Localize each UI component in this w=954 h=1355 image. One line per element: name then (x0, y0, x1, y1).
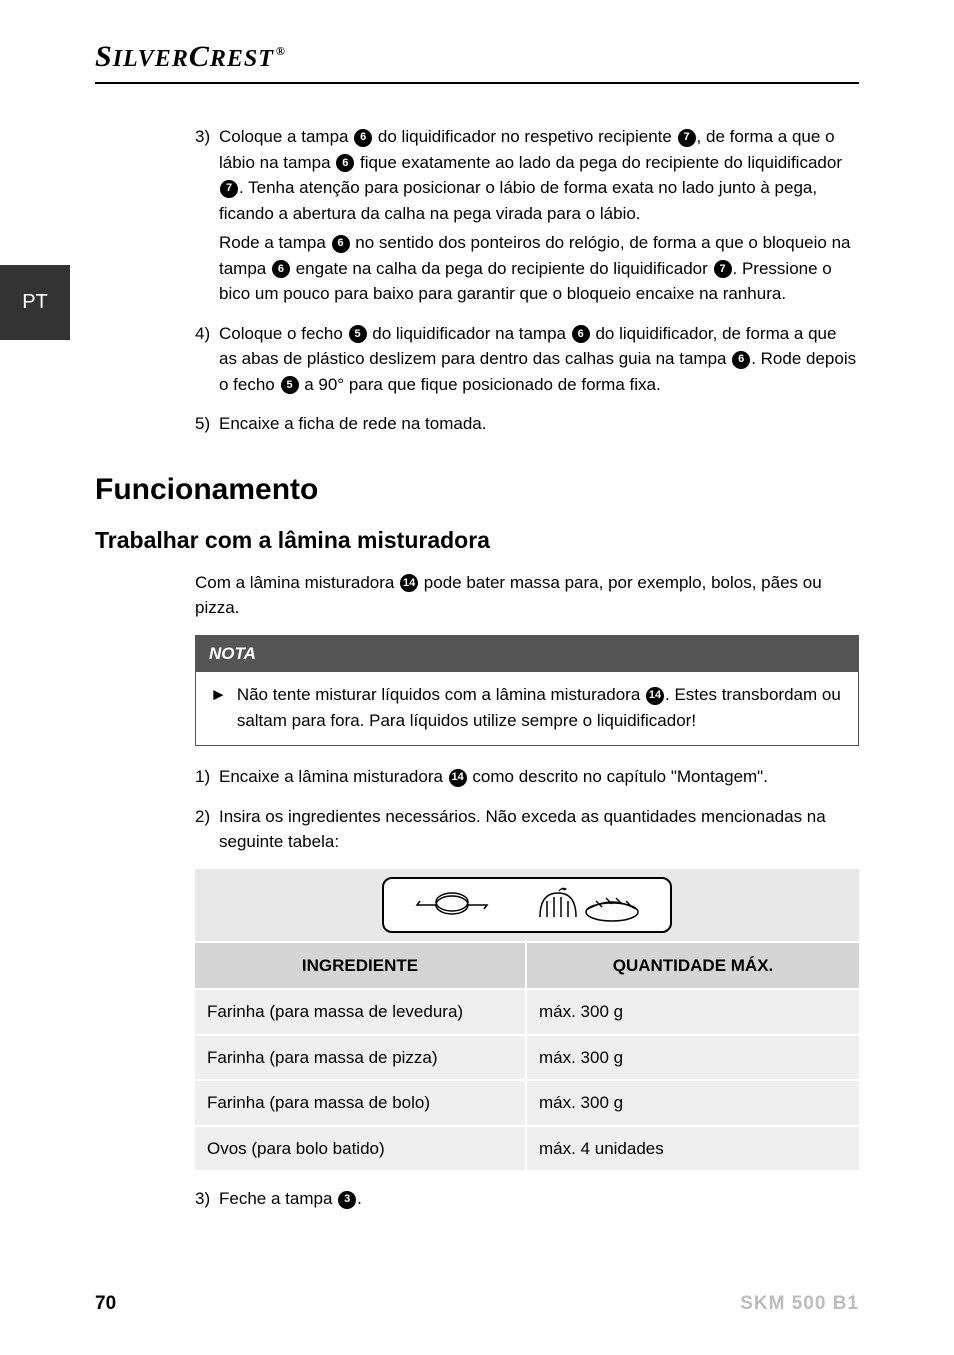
blade-icon (412, 887, 492, 923)
ref-3-icon: 3 (338, 1191, 356, 1209)
step-5: 5) Encaixe a ficha de rede na tomada. (195, 411, 859, 437)
step-3: 3) Coloque a tampa 6 do liquidificador n… (195, 124, 859, 307)
cell: máx. 4 unidades (527, 1125, 859, 1171)
heading-trabalhar: Trabalhar com a lâmina misturadora (95, 527, 859, 554)
ref-6-icon: 6 (354, 129, 372, 147)
footer: 70 SKM 500 B1 (95, 1293, 859, 1315)
table-row: Farinha (para massa de levedura)máx. 300… (195, 988, 859, 1034)
dough-bread-icon (532, 887, 642, 923)
data-table: INGREDIENTE QUANTIDADE MÁX. Farinha (par… (195, 943, 859, 1171)
icon-box (382, 877, 672, 933)
nota-text: Não tente misturar líquidos com a lâmina… (237, 682, 844, 733)
ref-6-icon: 6 (732, 351, 750, 369)
step-m1: 1) Encaixe a lâmina misturadora 14 como … (195, 764, 859, 790)
ref-7-icon: 7 (714, 260, 732, 278)
th-ingrediente: INGREDIENTE (195, 943, 527, 989)
step-4-text: Coloque o fecho 5 do liquidificador na t… (219, 321, 859, 398)
step-3-text: Coloque a tampa 6 do liquidificador no r… (219, 124, 859, 307)
step-m2-num: 2) (195, 804, 219, 855)
th-quantidade: QUANTIDADE MÁX. (527, 943, 859, 989)
logo-rest: REST (210, 46, 274, 72)
step-m2-text: Insira os ingredientes necessários. Não … (219, 804, 859, 855)
ingredients-table: INGREDIENTE QUANTIDADE MÁX. Farinha (par… (195, 869, 859, 1171)
ref-14-icon: 14 (400, 574, 418, 592)
model-number: SKM 500 B1 (740, 1293, 859, 1315)
step-m3-text: Feche a tampa 3. (219, 1186, 859, 1212)
step-m2: 2) Insira os ingredientes necessários. N… (195, 804, 859, 855)
logo-s: S (95, 40, 113, 73)
step-m1-num: 1) (195, 764, 219, 790)
logo-reg: ® (276, 44, 286, 58)
step-4: 4) Coloque o fecho 5 do liquidificador n… (195, 321, 859, 398)
page-number: 70 (95, 1293, 116, 1315)
ref-14-icon: 14 (449, 769, 467, 787)
nota-arrow-icon: ► (210, 682, 227, 733)
brand-logo: SILVERCREST® (95, 40, 859, 74)
table-row: Ovos (para bolo batido)máx. 4 unidades (195, 1125, 859, 1171)
step-m3: 3) Feche a tampa 3. (195, 1186, 859, 1212)
cell: Farinha (para massa de levedura) (195, 988, 527, 1034)
table-row: Farinha (para massa de bolo)máx. 300 g (195, 1079, 859, 1125)
ref-6-icon: 6 (272, 260, 290, 278)
cell: Farinha (para massa de pizza) (195, 1034, 527, 1080)
ref-6-icon: 6 (572, 325, 590, 343)
table-row: Farinha (para massa de pizza)máx. 300 g (195, 1034, 859, 1080)
ref-5-icon: 5 (281, 376, 299, 394)
header-rule (95, 82, 859, 84)
step-m3-num: 3) (195, 1186, 219, 1212)
nota-header: NOTA (195, 635, 859, 673)
cell: Farinha (para massa de bolo) (195, 1079, 527, 1125)
logo-ilver: ILVER (113, 46, 189, 72)
ref-7-icon: 7 (678, 129, 696, 147)
logo-c: C (189, 40, 210, 73)
step-3-num: 3) (195, 124, 219, 307)
ref-7-icon: 7 (220, 180, 238, 198)
step-4-num: 4) (195, 321, 219, 398)
cell: máx. 300 g (527, 988, 859, 1034)
cell: Ovos (para bolo batido) (195, 1125, 527, 1171)
ref-14-icon: 14 (646, 687, 664, 705)
cell: máx. 300 g (527, 1034, 859, 1080)
heading-funcionamento: Funcionamento (95, 473, 859, 507)
ref-5-icon: 5 (349, 325, 367, 343)
table-icons-row (195, 869, 859, 943)
intro-text: Com a lâmina misturadora 14 pode bater m… (195, 570, 859, 621)
nota-box: ► Não tente misturar líquidos com a lâmi… (195, 672, 859, 746)
cell: máx. 300 g (527, 1079, 859, 1125)
step-5-text: Encaixe a ficha de rede na tomada. (219, 411, 859, 437)
ref-6-icon: 6 (332, 235, 350, 253)
ref-6-icon: 6 (336, 154, 354, 172)
step-5-num: 5) (195, 411, 219, 437)
language-tab: PT (0, 265, 70, 340)
step-m1-text: Encaixe a lâmina misturadora 14 como des… (219, 764, 859, 790)
